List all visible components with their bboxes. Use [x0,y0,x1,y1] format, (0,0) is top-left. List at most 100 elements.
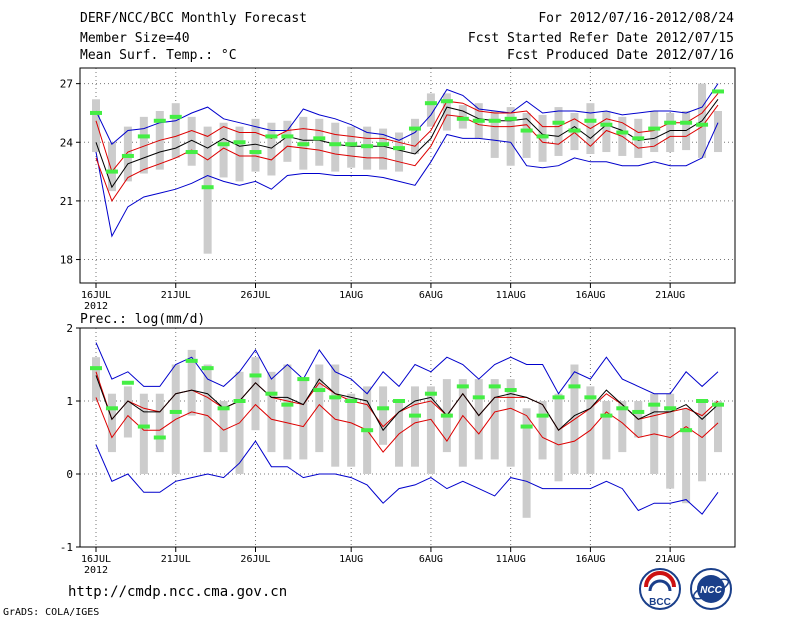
temp-ytick-label: 27 [60,78,73,91]
precip-xtick-label: 21AUG [655,554,685,565]
temp-observed-marker [568,128,581,133]
precip-spread-box [538,401,547,460]
precip-spread-box [92,357,100,401]
precip-spread-box [347,393,356,467]
temp-observed-marker [600,122,613,127]
temp-observed-marker [520,128,533,133]
temp-observed-marker [648,126,661,131]
temp-observed-marker [377,142,390,147]
temp-observed-marker [361,144,374,149]
precip-observed-marker [456,384,469,389]
temp-spread-box [554,107,563,156]
temp-observed-marker [121,153,134,158]
precip-observed-marker [488,384,501,389]
temp-observed-marker [393,146,406,151]
precip-line-p10 [95,397,719,453]
precip-observed-marker [297,377,310,382]
temp-spread-box [107,142,116,192]
header-variable: Mean Surf. Temp.: °C [80,48,237,63]
bcc-logo: BCC [639,568,681,610]
precip-spread-box [554,393,563,482]
precip-spread-box [107,393,116,453]
temp-observed-marker [456,116,469,121]
precip-ytick-label: 1 [66,395,73,408]
precip-xtick-label: 26JUL [240,554,270,565]
temp-ytick-label: 21 [60,195,73,208]
temp-xtick-label: 16JUL [81,290,111,301]
precip-spread-box [474,379,483,460]
precip-observed-marker [632,409,645,414]
precip-observed-marker [440,413,453,418]
precip-year-label: 2012 [84,565,108,576]
temp-spread-box [187,116,196,166]
temp-observed-marker [536,134,549,139]
footer-url[interactable]: http://cmdp.ncc.cma.gov.cn [68,584,288,600]
temp-observed-marker [632,136,645,141]
precip-observed-marker [233,399,246,403]
precip-spread-box [139,393,148,474]
temp-spread-box [203,126,212,254]
precip-xtick-label: 16AUG [575,554,605,565]
temp-observed-marker [105,169,118,174]
precip-observed-marker [329,395,342,400]
temp-spread-box [92,99,100,153]
precip-spread-box [267,371,276,453]
temp-spread-box [490,111,499,158]
temp-observed-marker [552,120,565,125]
temp-observed-marker [712,89,724,94]
temp-observed-marker [217,142,230,147]
precip-xtick-label: 21JUL [161,554,191,565]
temp-observed-marker [265,134,278,139]
temp-panel: 18 21 24 27 16JUL 21JUL 26JUL 1AUG 6AUG 11AUG 16AU… [60,67,736,312]
temp-spread-box [506,107,515,166]
temp-spread-box [602,111,611,153]
precip-line-max [95,342,719,395]
temp-spread-box [650,111,659,153]
temp-line-max [95,122,719,238]
temp-observed-marker [249,150,262,155]
temp-xtick-label: 21JUL [161,290,191,301]
temp-spread-box [331,122,340,172]
temp-observed-marker [169,114,182,119]
temp-spread-box [267,122,276,176]
precip-xtick-label: 1AUG [339,554,363,565]
precip-spread-box [458,379,467,467]
temp-observed-marker [504,116,517,121]
precip-spread-box [618,401,627,453]
temp-observed-marker [90,110,102,115]
precip-observed-marker [201,366,214,371]
header-title: DERF/NCC/BCC Monthly Forecast [80,11,307,26]
precip-observed-marker [424,391,437,396]
precip-observed-marker [217,406,230,411]
temp-xtick-label: 1AUG [339,290,363,301]
precip-observed-marker [185,358,198,363]
precip-observed-marker [377,406,390,411]
ncc-logo-text: NCC [700,585,722,596]
temp-observed-marker [472,118,485,123]
header-produced-date: Fcst Produced Date 2012/07/16 [507,48,734,63]
precip-spread-box [123,386,132,438]
temp-spread-box [379,128,388,170]
temp-observed-marker [584,118,597,123]
temp-observed-marker [696,122,709,127]
temp-ytick-label: 24 [60,136,74,149]
temp-observed-marker [664,120,677,125]
temp-line-p10 [95,104,719,202]
precip-spread-box [682,408,691,504]
precip-panel: -1 0 1 2 16JUL 21JUL 26JUL 1AUG 6AUG 11AUG 16AUG 21… [60,322,736,576]
header-forecast-period: For 2012/07/16-2012/08/24 [538,11,734,26]
precip-spread-box [315,364,324,453]
footer-credit: GrADS: COLA/IGES [3,607,100,618]
precip-observed-marker [680,428,693,433]
precip-spread-box [203,364,212,453]
temp-observed-marker [297,142,310,147]
temp-spread-box [410,118,419,154]
precip-observed-marker [584,395,597,400]
precip-plot-frame [79,327,736,548]
precip-line-mean [95,375,719,432]
precip-panel-title: Prec.: log(mm/d) [80,312,206,327]
precip-observed-marker [472,395,485,400]
precip-observed-marker [408,413,421,418]
temp-observed-marker [329,142,342,147]
